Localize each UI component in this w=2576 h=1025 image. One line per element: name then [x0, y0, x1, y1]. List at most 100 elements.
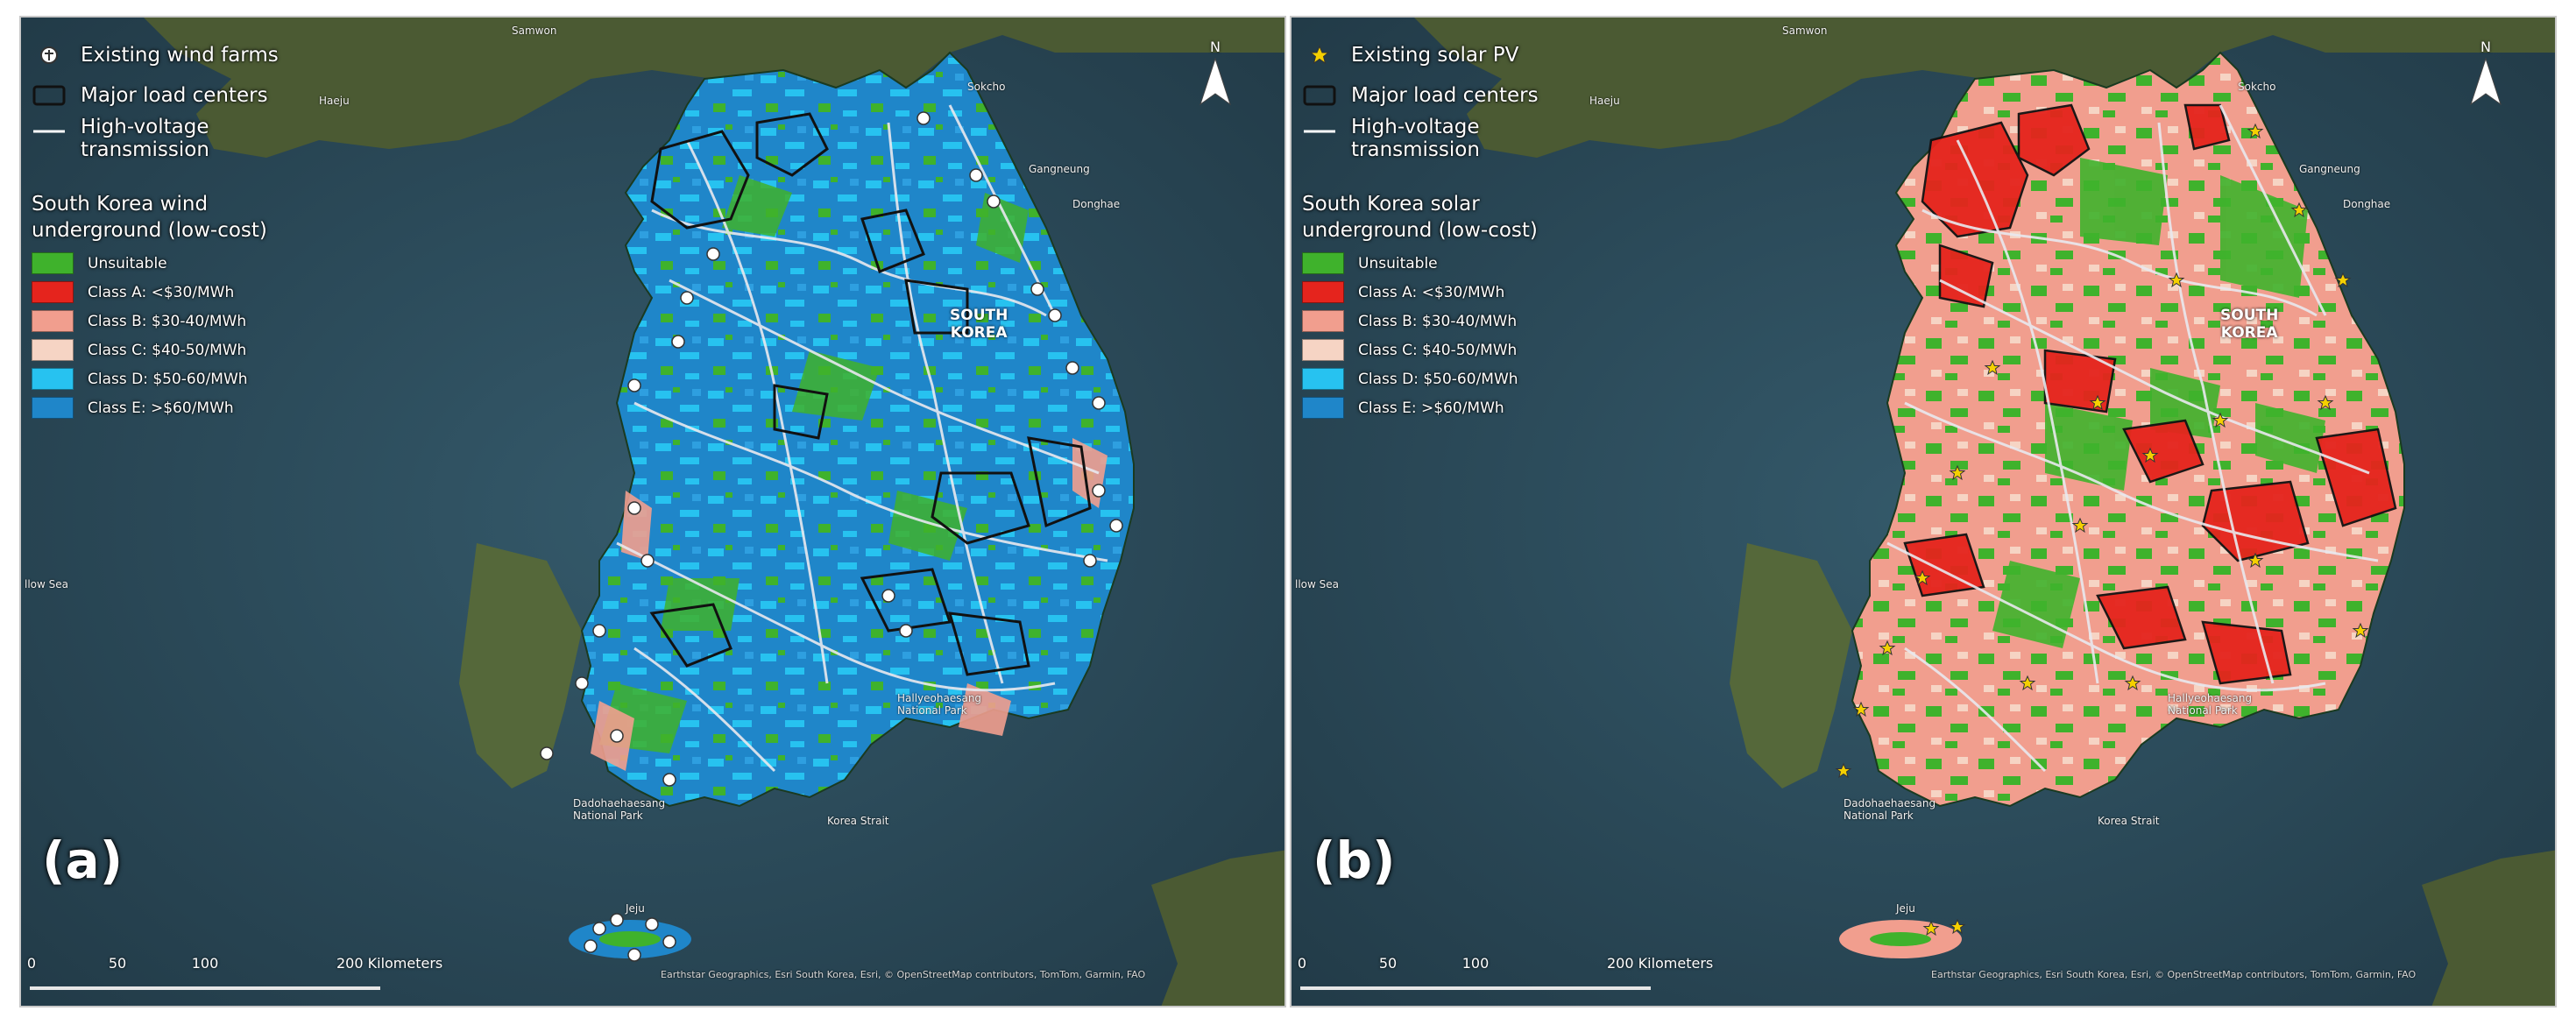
legend-title-line2: underground (low-cost) [1302, 219, 1538, 242]
north-korea-landmass [144, 18, 1284, 158]
north-arrow: N [2466, 39, 2506, 117]
panel-label: (b) [1313, 831, 1396, 890]
solar-pv-markers[interactable] [1835, 123, 2369, 937]
legend-class-row: Class E: >$60/MWh [1302, 393, 1793, 422]
star-marker-icon [1302, 38, 1337, 73]
country-label-line2: KOREA [2220, 324, 2278, 342]
legend-swatch [1302, 397, 1344, 419]
legend-label: transmission [1351, 138, 1480, 161]
legend-load-centers: Major load centers [32, 75, 522, 116]
scale-line [30, 986, 380, 990]
scale-units: 200 Kilometers [336, 955, 443, 972]
place-korea-strait: Korea Strait [2098, 815, 2160, 827]
legend-class-label: Class A: <$30/MWh [1358, 283, 1505, 301]
scale-tick: 100 [1461, 955, 1490, 972]
legend-class-label: Class C: $40-50/MWh [88, 341, 247, 359]
legend-class-label: Class E: >$60/MWh [88, 399, 234, 417]
legend-load-centers: Major load centers [1302, 75, 1793, 116]
place-samwon: Samwon [512, 25, 557, 37]
place-national-park-2: Dadohaehaesang National Park [573, 797, 666, 822]
transmission-line-icon [32, 116, 67, 151]
north-label: N [1210, 39, 1221, 55]
scale-tick: 50 [108, 955, 127, 972]
japan-landmass [2422, 850, 2555, 1006]
legend-label: Existing solar PV [1351, 44, 1519, 67]
place-gangneung: Gangneung [1029, 163, 1090, 175]
north-arrow-icon [1200, 57, 1231, 106]
legend-swatch [32, 281, 74, 303]
place-donghae: Donghae [2343, 198, 2391, 210]
scale-bar: 0 50 100 200 Kilometers [1297, 955, 1713, 1006]
legend-title-line1: South Korea solar [1302, 193, 1480, 216]
legend-label: High-voltage [1351, 116, 1480, 138]
legend-label: High-voltage [81, 116, 209, 138]
load-center-outline-icon [32, 78, 67, 113]
southwest-coast-land [459, 543, 582, 788]
legend-classes: Unsuitable Class A: <$30/MWh Class B: $30-… [32, 249, 522, 422]
place-sokcho: Sokcho [967, 81, 1006, 93]
country-label: SOUTH KOREA [950, 307, 1008, 342]
legend-class-row: Class E: >$60/MWh [32, 393, 522, 422]
wind-turbine-marker-icon [32, 38, 67, 73]
legend-class-row: Class C: $40-50/MWh [1302, 336, 1793, 364]
place-haeju: Haeju [319, 95, 350, 107]
place-korea-strait: Korea Strait [827, 815, 889, 827]
japan-landmass [1151, 850, 1284, 1006]
place-donghae: Donghae [1072, 198, 1121, 210]
legend-transmission: High-voltage transmission [1302, 116, 1793, 179]
legend-label: Major load centers [81, 84, 268, 107]
legend-class-row: Class B: $30-40/MWh [32, 307, 522, 336]
legend-swatch [32, 310, 74, 332]
legend-class-row: Class A: <$30/MWh [1302, 278, 1793, 307]
legend-class-row: Unsuitable [32, 249, 522, 278]
scale-tick: 0 [26, 955, 37, 972]
legend-class-label: Class B: $30-40/MWh [88, 312, 247, 330]
transmission-lines [1886, 104, 2379, 773]
legend-class-label: Unsuitable [1358, 254, 1438, 272]
scale-units: 200 Kilometers [1607, 955, 1714, 972]
legend-solar: Existing solar PV Major load centers Hig… [1302, 35, 1793, 422]
legend-title-line1: South Korea wind [32, 193, 209, 216]
country-label: SOUTH KOREA [2220, 307, 2278, 342]
scale-tick: 0 [1297, 955, 1307, 972]
legend-label: transmission [81, 138, 209, 161]
map-attribution: Earthstar Geographics, Esri South Korea,… [1931, 969, 2417, 980]
wind-farm-markers[interactable] [540, 111, 1123, 962]
legend-swatch [32, 339, 74, 361]
legend-swatch [1302, 252, 1344, 274]
country-label-line1: SOUTH [950, 307, 1008, 324]
legend-class-label: Class E: >$60/MWh [1358, 399, 1504, 417]
legend-title: South Korea solar underground (low-cost) [1302, 191, 1793, 244]
legend-classes: Unsuitable Class A: <$30/MWh Class B: $30-… [1302, 249, 1793, 422]
north-arrow: N [1195, 39, 1235, 117]
wind-map-canvas[interactable] [21, 18, 1286, 1007]
legend-swatch [1302, 310, 1344, 332]
north-korea-landmass [1414, 18, 2555, 158]
place-haeju: Haeju [1589, 95, 1620, 107]
legend-class-label: Class D: $50-60/MWh [1358, 370, 1518, 388]
legend-label: Major load centers [1351, 84, 1539, 107]
map-panel-solar[interactable]: Samwon Haeju Sokcho Gangneung Donghae ll… [1290, 16, 2557, 1007]
map-attribution: Earthstar Geographics, Esri South Korea,… [661, 969, 1146, 980]
unsuitable-areas [599, 175, 1029, 753]
place-yellow-sea: llow Sea [25, 578, 68, 590]
legend-class-row: Class B: $30-40/MWh [1302, 307, 1793, 336]
legend-existing-wind-farms: Existing wind farms [32, 35, 522, 75]
scale-tick: 100 [191, 955, 219, 972]
jeju-island-center [1870, 932, 1931, 946]
legend-title: South Korea wind underground (low-cost) [32, 191, 522, 244]
place-national-park-2: Dadohaehaesang National Park [1844, 797, 1936, 822]
legend-swatch [1302, 339, 1344, 361]
scale-line [1300, 986, 1651, 990]
map-panel-wind[interactable]: Samwon Haeju Sokcho Gangneung Donghae ll… [19, 16, 1286, 1007]
panel-label: (a) [42, 831, 124, 890]
legend-swatch [32, 368, 74, 390]
legend-swatch [32, 397, 74, 419]
solar-map-canvas[interactable] [1292, 18, 2557, 1007]
legend-transmission: High-voltage transmission [32, 116, 522, 179]
legend-wind: Existing wind farms Major load centers H… [32, 35, 522, 422]
north-label: N [2480, 39, 2491, 55]
legend-class-row: Class D: $50-60/MWh [1302, 364, 1793, 393]
legend-swatch [32, 252, 74, 274]
